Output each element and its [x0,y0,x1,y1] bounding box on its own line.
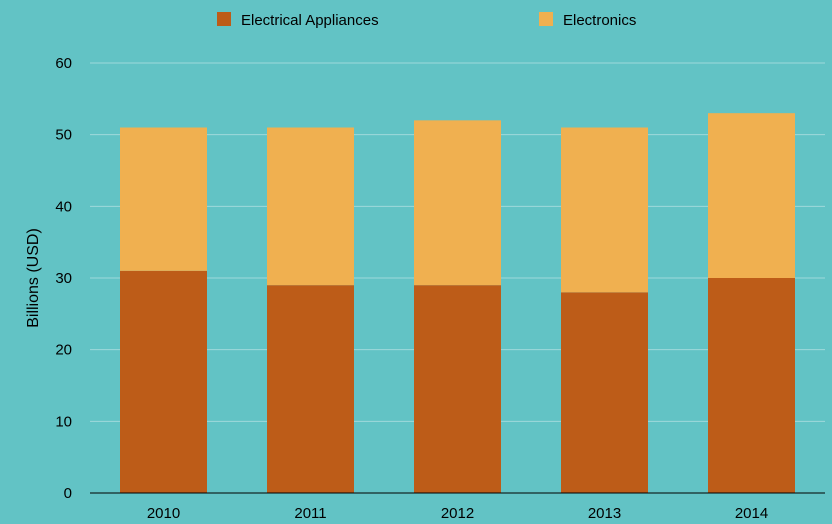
bar-electronics-2012 [414,120,501,286]
bar-electrical-appliances-2014 [708,278,795,493]
y-tick-label: 30 [55,270,72,287]
bar-electronics-2011 [267,127,354,286]
legend-label: Electrical Appliances [241,12,379,29]
legend-swatch [539,12,553,26]
y-tick-label: 40 [55,198,72,215]
bar-electrical-appliances-2012 [414,285,501,493]
y-tick-label: 10 [55,413,72,430]
legend-swatch [217,12,231,26]
legend: Electrical Appliances Electronics [217,12,636,29]
x-tick-label: 2010 [147,505,180,522]
y-tick-label: 0 [64,485,72,502]
bar-electronics-2010 [120,127,207,271]
y-tick-label: 50 [55,127,72,144]
y-axis-ticks: 0 10 20 30 40 50 60 [55,55,72,502]
x-tick-label: 2013 [588,505,621,522]
bars [120,113,795,493]
bar-electronics-2013 [561,127,648,293]
legend-label: Electronics [563,12,636,29]
x-tick-label: 2014 [735,505,768,522]
bar-electrical-appliances-2010 [120,270,207,493]
bar-electrical-appliances-2013 [561,292,648,493]
y-tick-label: 60 [55,55,72,72]
bar-electrical-appliances-2011 [267,285,354,493]
y-axis-title: Billions (USD) [25,228,42,328]
x-axis-ticks: 2010 2011 2012 2013 2014 [147,505,768,522]
bar-electronics-2014 [708,113,795,279]
x-tick-label: 2011 [294,505,326,522]
x-tick-label: 2012 [441,505,474,522]
y-tick-label: 20 [55,342,72,359]
